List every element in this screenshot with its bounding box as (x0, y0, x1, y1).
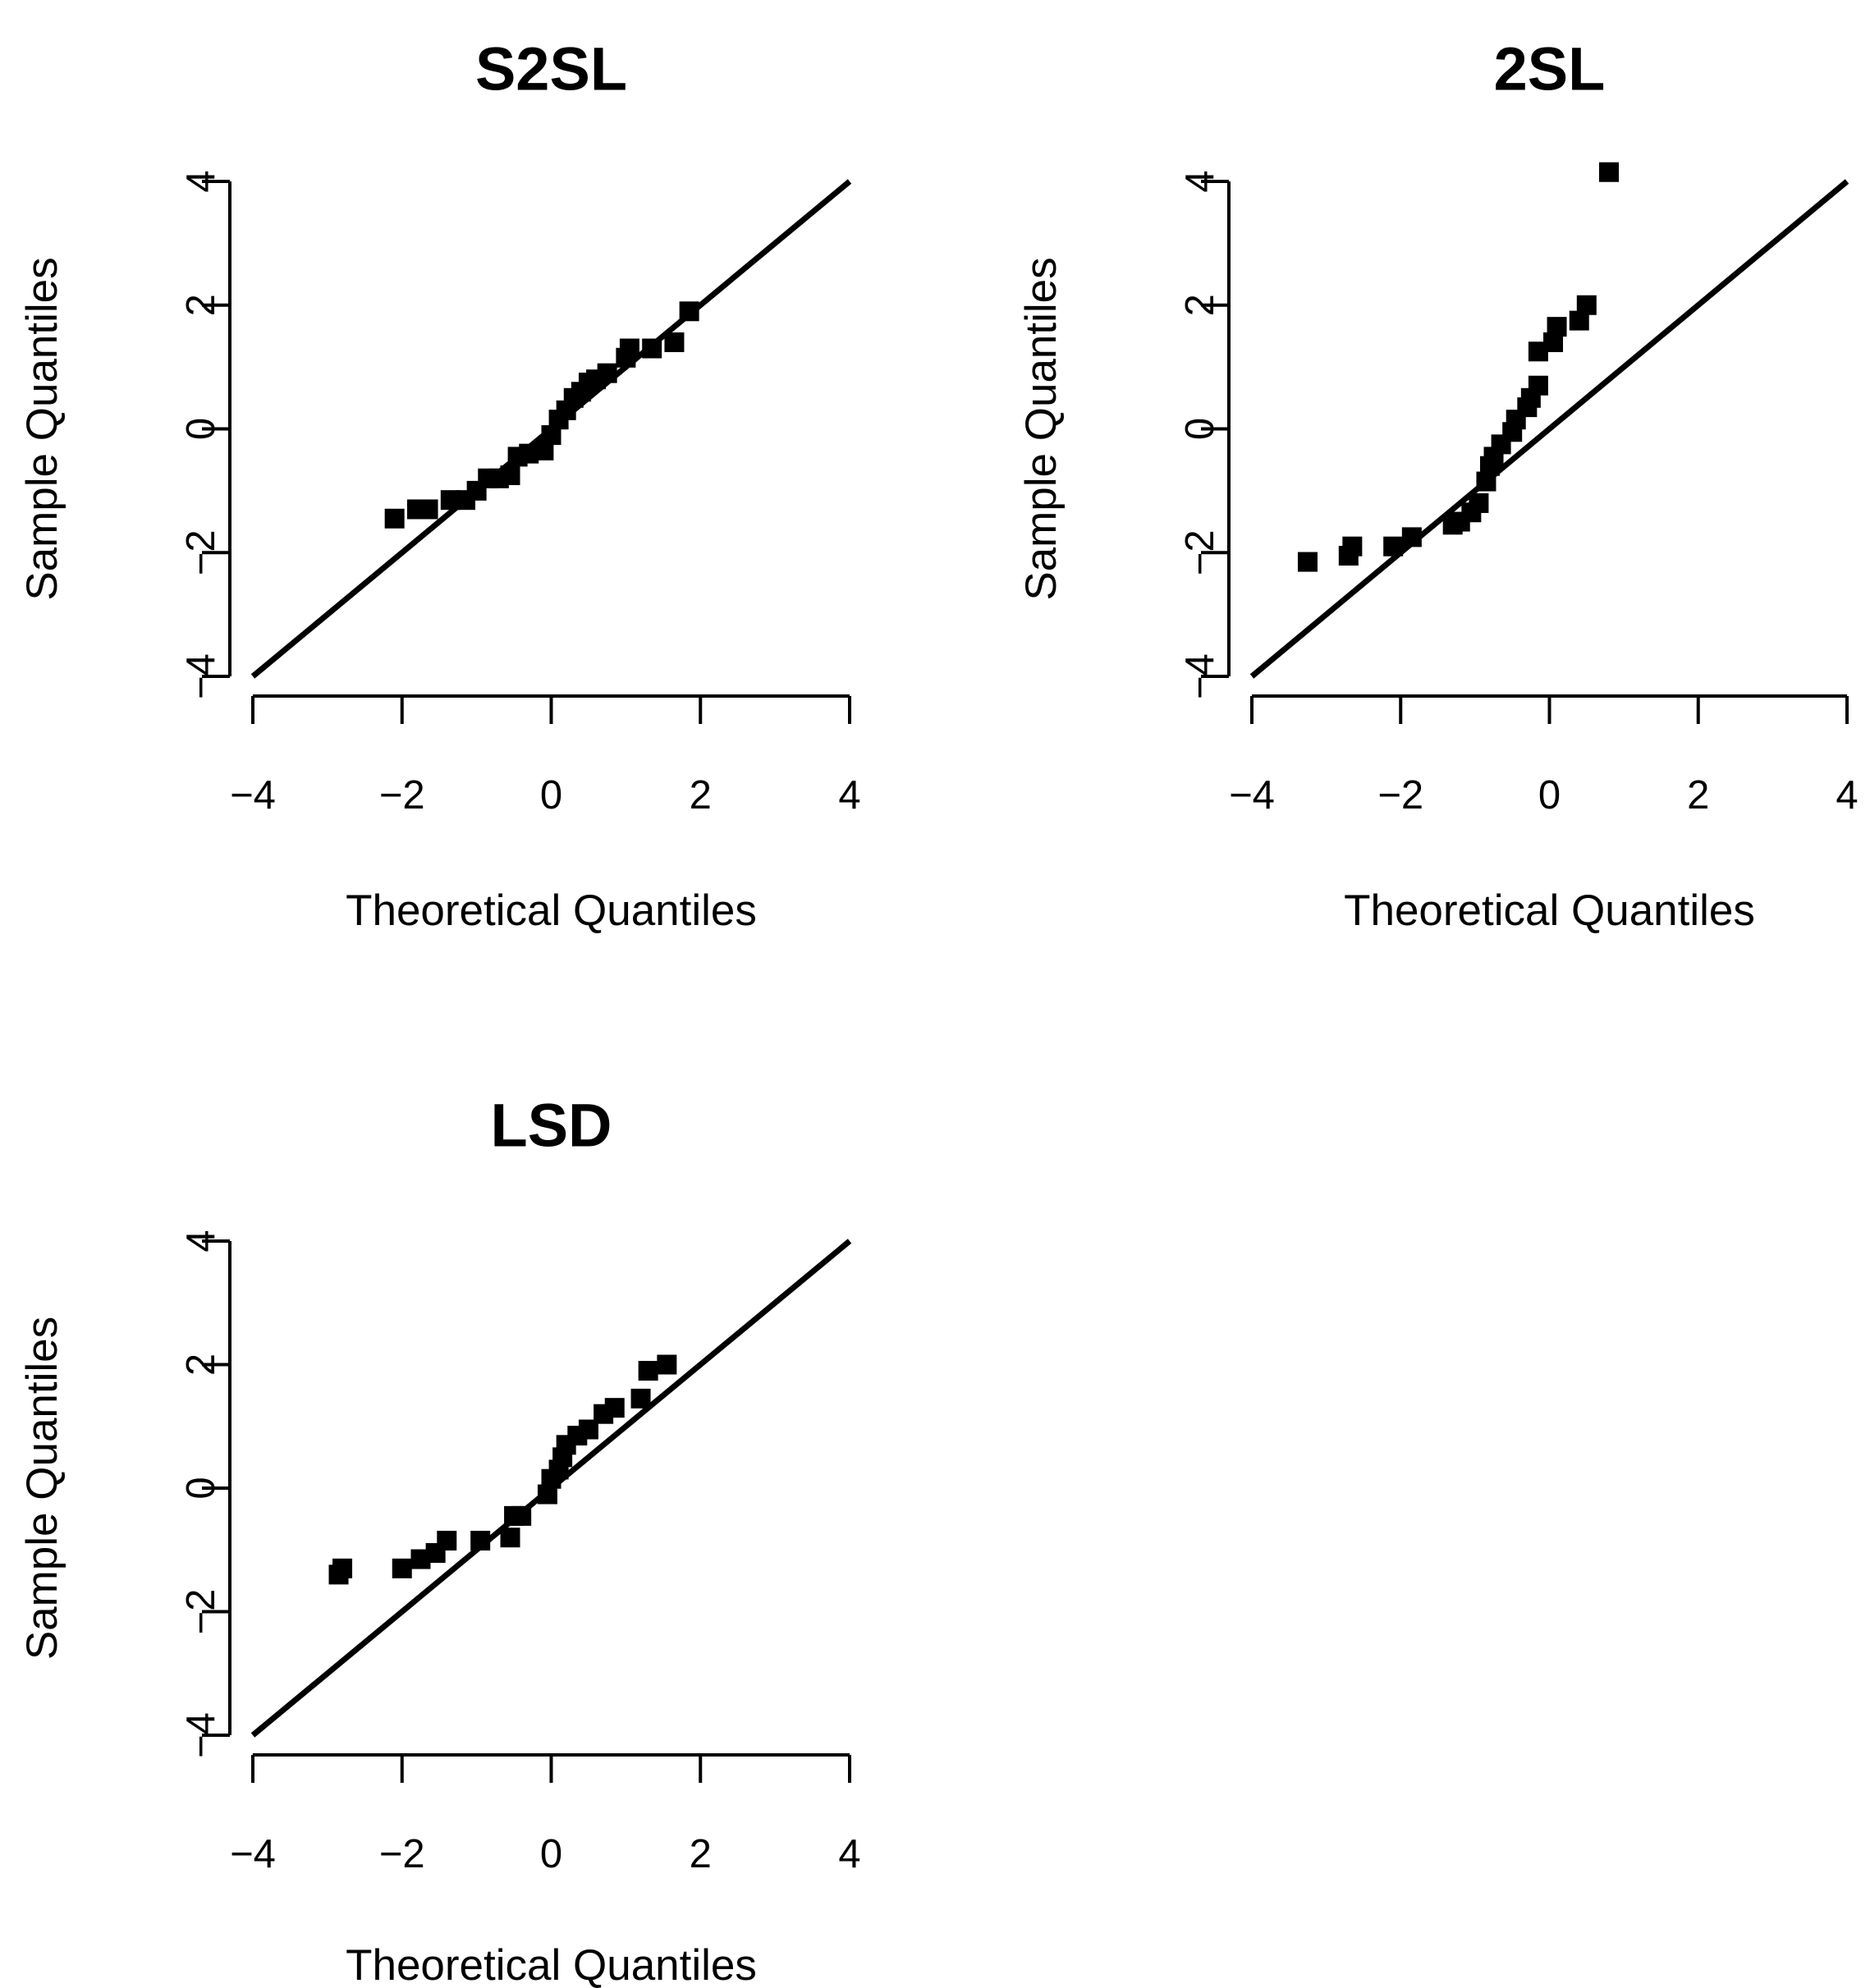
x-tick-label: −2 (379, 773, 425, 818)
data-point (1576, 295, 1597, 315)
data-point (1297, 552, 1318, 572)
y-tick-label: −2 (179, 1589, 223, 1635)
panel-title: S2SL (475, 35, 627, 103)
data-point (1547, 317, 1567, 337)
data-point (511, 1505, 532, 1526)
data-point (1599, 162, 1619, 182)
data-point (1528, 375, 1548, 396)
x-axis-label: Theoretical Quantiles (346, 886, 757, 935)
y-tick-label: 2 (179, 294, 223, 316)
y-axis-label: Sample Quantiles (18, 257, 66, 600)
data-point (638, 1361, 658, 1381)
x-tick-label: 2 (690, 773, 712, 818)
x-tick-label: 0 (1538, 773, 1561, 818)
y-tick-label: −2 (179, 529, 223, 575)
y-axis-label: Sample Quantiles (1017, 257, 1066, 600)
x-tick-label: −4 (230, 773, 276, 818)
qq-panel-2sl: 2SL −4 −2 0 2 4 Theoretical Quantiles −4 −2 0 2 4 Sa… (1017, 35, 1859, 935)
data-point (384, 508, 405, 529)
x-tick-label: 0 (540, 773, 562, 818)
data-point (470, 1530, 491, 1551)
y-tick-label: 4 (1178, 170, 1222, 192)
data-point (604, 1398, 625, 1418)
x-tick-label: −4 (230, 1832, 276, 1876)
x-axis-label: Theoretical Quantiles (346, 1941, 757, 1988)
data-point (597, 363, 617, 383)
data-point (392, 1558, 412, 1578)
data-point (418, 499, 438, 520)
y-tick-label: −2 (1178, 529, 1222, 575)
x-tick-label: 4 (838, 1832, 860, 1876)
data-point (1401, 527, 1422, 547)
x-tick-label: 4 (838, 773, 860, 818)
data-point (679, 301, 699, 322)
data-point (332, 1558, 353, 1578)
panel-title: LSD (491, 1092, 612, 1160)
data-point (664, 332, 685, 352)
y-tick-label: −4 (179, 653, 223, 699)
y-tick-label: 2 (1178, 294, 1222, 316)
x-tick-label: −2 (379, 1832, 425, 1876)
panel-title: 2SL (1494, 35, 1606, 103)
y-tick-label: 4 (179, 1230, 223, 1252)
x-tick-label: −4 (1229, 773, 1275, 818)
x-axis-label: Theoretical Quantiles (1344, 886, 1755, 935)
data-point (1342, 536, 1363, 557)
y-tick-label: −4 (179, 1712, 223, 1758)
data-point (437, 1530, 457, 1551)
x-tick-label: 2 (690, 1832, 712, 1876)
x-tick-label: 4 (1836, 773, 1858, 818)
qq-panel-lsd: LSD −4 −2 0 2 4 Theoretical Quantiles −4 −2 0 2 4 Sa… (18, 1092, 861, 1988)
y-tick-label: 2 (179, 1354, 223, 1376)
x-tick-label: −2 (1377, 773, 1423, 818)
data-point (1383, 536, 1404, 557)
data-point (500, 1528, 520, 1548)
data-point (1469, 492, 1489, 513)
data-point (642, 338, 662, 359)
x-tick-label: 2 (1687, 773, 1709, 818)
y-tick-label: 0 (179, 1477, 223, 1499)
y-tick-label: −4 (1178, 653, 1222, 699)
qq-panel-s2sl: S2SL −4 −2 0 2 4 Theoretical Quantiles −4 −2 0 2 4 S… (18, 35, 861, 935)
y-tick-label: 0 (179, 418, 223, 440)
x-tick-label: 0 (540, 1832, 562, 1876)
reference-line (1249, 179, 1849, 679)
y-axis-label: Sample Quantiles (18, 1317, 66, 1660)
data-point (657, 1354, 677, 1375)
y-tick-label: 0 (1178, 418, 1222, 440)
data-point (630, 1388, 651, 1409)
y-tick-label: 4 (179, 170, 223, 192)
data-point (619, 338, 639, 359)
data-point (500, 465, 520, 486)
